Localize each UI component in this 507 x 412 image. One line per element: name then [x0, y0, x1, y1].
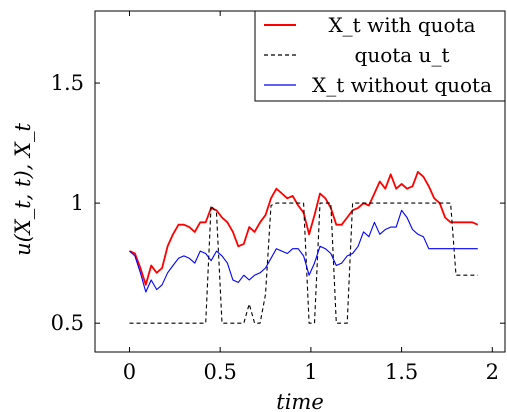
series-layer [129, 170, 479, 324]
legend-label-with-quota: X_t with quota [328, 13, 475, 37]
y-axis-title: u(X_t, t), X_t [11, 123, 35, 256]
y-tick-label: 0.5 [51, 311, 84, 335]
legend: X_t with quota quota u_t X_t without quo… [254, 10, 506, 102]
y-axis-ticks: 0.5 1 1.5 [51, 71, 505, 335]
x-tick-label: 2 [486, 360, 499, 384]
y-tick-label: 1.5 [51, 71, 84, 95]
series-line-quota [129, 202, 478, 324]
series-line-without-quota [129, 209, 478, 293]
x-axis-title: time [276, 390, 324, 412]
x-tick-label: 0 [123, 360, 136, 384]
x-axis-ticks: 0 0.5 1 1.5 2 [123, 11, 499, 384]
series-line-with-quota [129, 170, 479, 286]
legend-label-without-quota: X_t without quota [312, 73, 492, 97]
x-tick-label: 1 [304, 360, 317, 384]
x-tick-label: 0.5 [203, 360, 236, 384]
legend-box [254, 10, 506, 102]
legend-label-quota: quota u_t [355, 43, 450, 67]
y-tick-label: 1 [71, 191, 84, 215]
x-tick-label: 1.5 [385, 360, 418, 384]
